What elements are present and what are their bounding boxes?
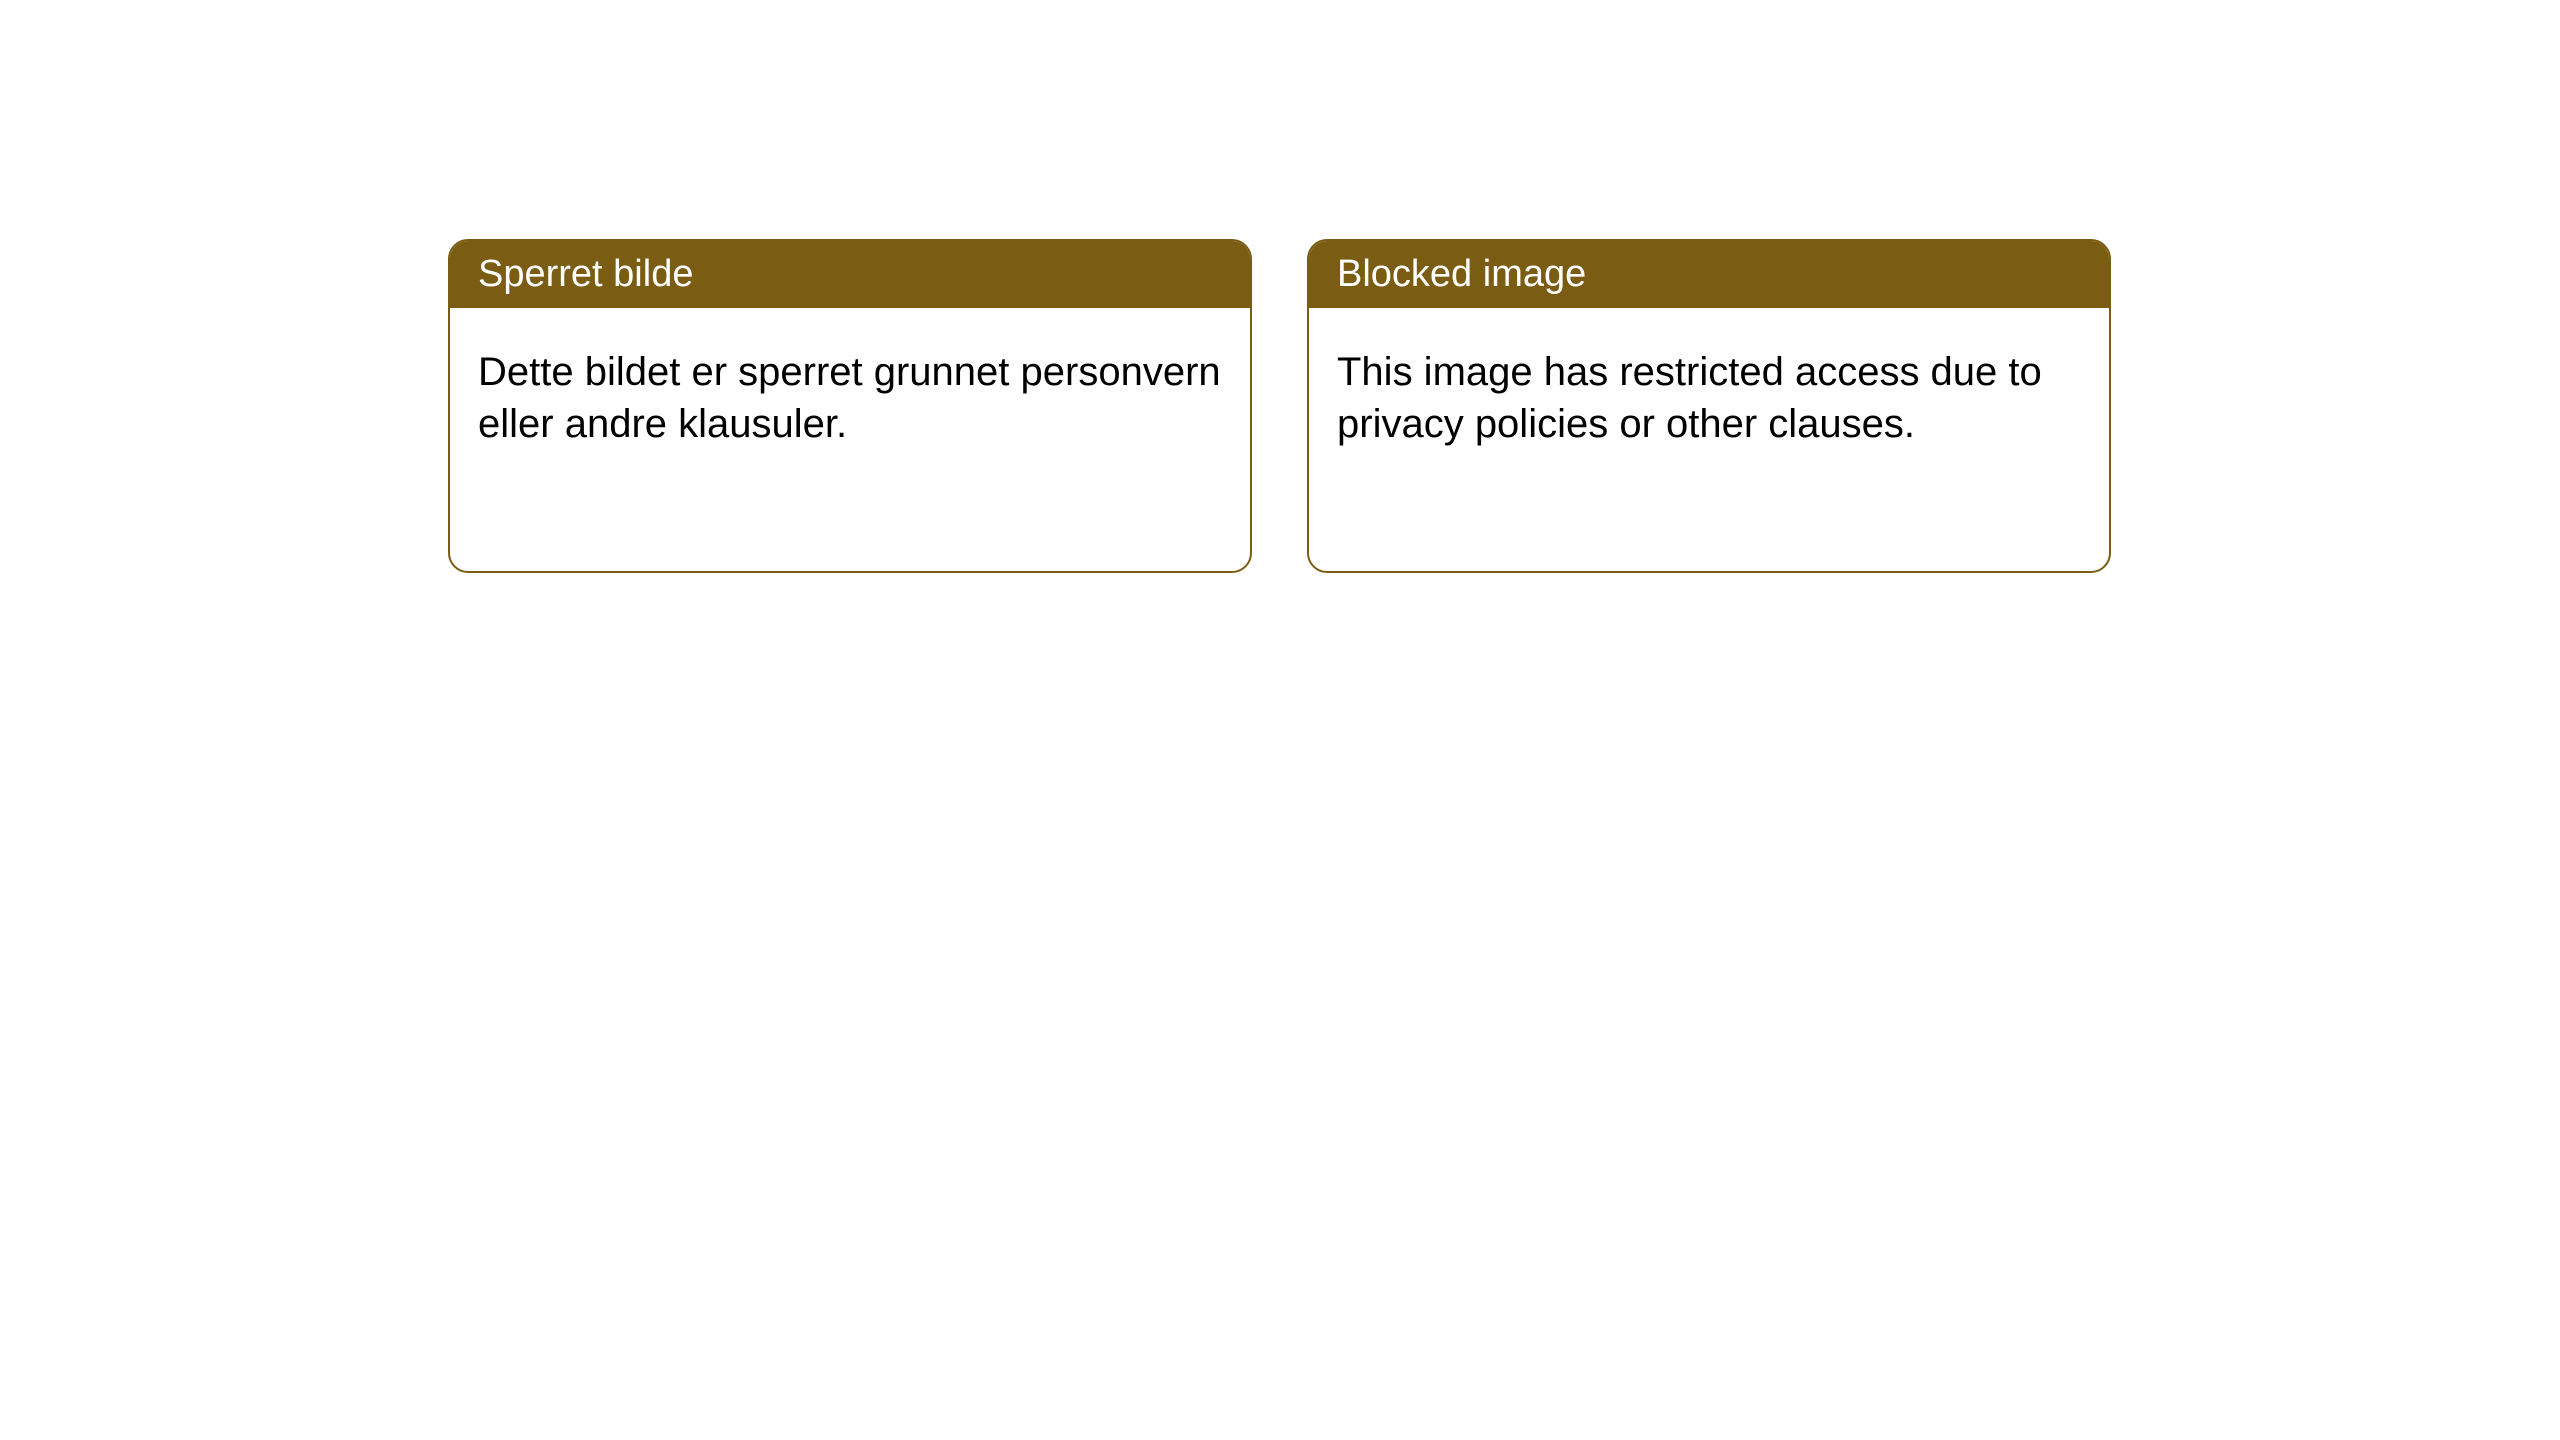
notice-card-norwegian: Sperret bilde Dette bildet er sperret gr… [448, 239, 1252, 573]
notice-cards-container: Sperret bilde Dette bildet er sperret gr… [0, 0, 2560, 573]
notice-card-english: Blocked image This image has restricted … [1307, 239, 2111, 573]
card-body-text: This image has restricted access due to … [1337, 350, 2042, 446]
card-body: Dette bildet er sperret grunnet personve… [450, 308, 1250, 488]
card-body: This image has restricted access due to … [1309, 308, 2109, 488]
card-header: Sperret bilde [450, 241, 1250, 308]
card-title: Blocked image [1337, 253, 1586, 295]
card-body-text: Dette bildet er sperret grunnet personve… [478, 350, 1221, 446]
card-title: Sperret bilde [478, 253, 693, 295]
card-header: Blocked image [1309, 241, 2109, 308]
